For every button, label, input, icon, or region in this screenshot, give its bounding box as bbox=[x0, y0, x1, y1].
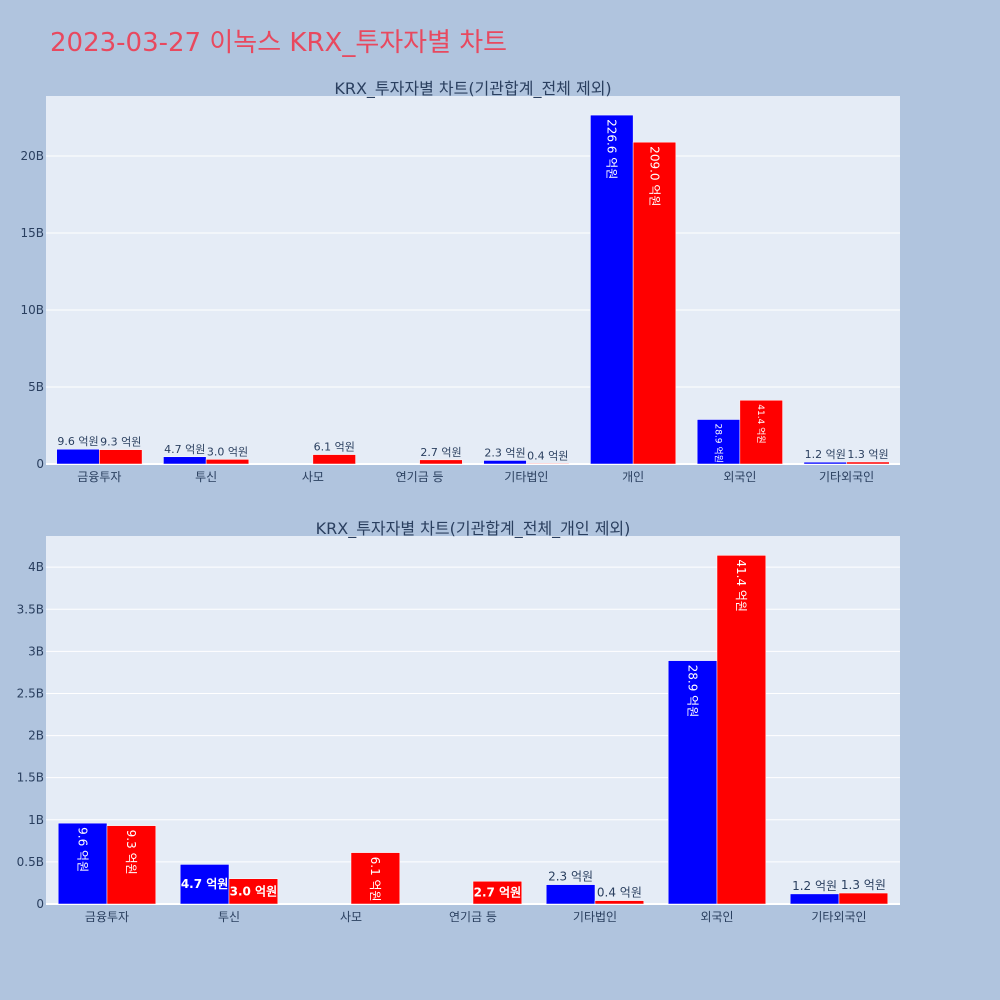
data-label: 9.3 억원 bbox=[124, 830, 138, 875]
page-title: 2023-03-27 이녹스 KRX_투자자별 차트 bbox=[50, 28, 508, 58]
data-label: 9.6 억원 bbox=[57, 435, 98, 448]
bar bbox=[57, 822, 108, 905]
y-tick-label: 3.5B bbox=[17, 602, 44, 616]
data-label: 6.1 억원 bbox=[314, 441, 355, 454]
data-label: 1.2 억원 bbox=[805, 448, 846, 461]
x-tick-label: 개인 bbox=[622, 470, 644, 484]
bar bbox=[228, 878, 279, 905]
bar bbox=[350, 852, 401, 905]
bar bbox=[472, 881, 523, 905]
y-tick-label: 2B bbox=[28, 729, 44, 743]
data-label: 6.1 억원 bbox=[368, 857, 382, 902]
bar bbox=[106, 825, 157, 905]
data-label: 2.3 억원 bbox=[548, 870, 593, 884]
y-tick-label: 3B bbox=[28, 644, 44, 658]
data-label: 1.3 억원 bbox=[847, 448, 888, 461]
bar bbox=[716, 555, 767, 905]
bar bbox=[590, 114, 634, 465]
bar bbox=[419, 459, 463, 465]
x-tick-label: 연기금 등 bbox=[396, 470, 444, 484]
bar bbox=[205, 459, 250, 465]
bar bbox=[545, 884, 596, 905]
y-tick-label: 15B bbox=[20, 226, 44, 240]
bar bbox=[846, 461, 890, 465]
x-tick-label: 사모 bbox=[302, 470, 324, 484]
chart-top: 0 5B 10B 15B 20B KRX_투자자별 차트(기관합계_전체 제외) 금융투자 9… bbox=[20, 79, 900, 484]
y-tick-label: 0.5B bbox=[17, 855, 44, 869]
y-tick-label: 0 bbox=[36, 457, 44, 471]
bar bbox=[789, 893, 840, 905]
bar bbox=[696, 419, 741, 465]
bar bbox=[483, 460, 527, 465]
x-tick-label: 기타외국인 bbox=[819, 470, 874, 484]
bar bbox=[312, 454, 356, 465]
chart-title: KRX_투자자별 차트(기관합계_전체_개인 제외) bbox=[316, 519, 631, 539]
data-label: 3.0 억원 bbox=[207, 445, 248, 458]
bar bbox=[667, 660, 718, 905]
chart-bottom: 0 0.5B 1B 1.5B 2B 2.5B 3B 3.5B 4B KRX_투자자별 차트(기관합… bbox=[17, 519, 900, 924]
bar bbox=[594, 900, 645, 905]
chart-title: KRX_투자자별 차트(기관합계_전체 제외) bbox=[334, 79, 611, 99]
data-label: 1.3 억원 bbox=[841, 878, 886, 892]
x-tick-label: 연기금 등 bbox=[449, 910, 497, 924]
data-label: 2.7 억원 bbox=[474, 886, 522, 900]
x-tick-label: 금융투자 bbox=[85, 910, 129, 924]
data-label: 4.7 억원 bbox=[164, 443, 205, 456]
data-label: 41.4 억원 bbox=[734, 559, 748, 612]
y-tick-label: 10B bbox=[20, 303, 44, 317]
x-tick-label: 외국인 bbox=[700, 910, 733, 924]
data-label: 9.3 억원 bbox=[100, 436, 141, 449]
x-tick-label: 기타외국인 bbox=[811, 910, 866, 924]
data-label: 226.6 억원 bbox=[605, 119, 619, 179]
bar bbox=[803, 461, 847, 465]
y-tick-label: 1.5B bbox=[17, 771, 44, 785]
bar bbox=[99, 449, 143, 465]
x-tick-label: 외국인 bbox=[723, 470, 756, 484]
bar bbox=[56, 448, 100, 465]
plot-area bbox=[46, 536, 900, 904]
data-label: 0.4 억원 bbox=[527, 449, 568, 462]
bar bbox=[163, 456, 207, 465]
x-tick-label: 투신 bbox=[195, 470, 217, 484]
bar bbox=[739, 400, 783, 465]
data-label: 1.2 억원 bbox=[792, 879, 837, 893]
x-tick-label: 금융투자 bbox=[77, 470, 121, 484]
x-tick-label: 투신 bbox=[218, 910, 240, 924]
y-tick-label: 5B bbox=[28, 380, 44, 394]
data-label: 41.4 억원 bbox=[755, 404, 767, 443]
data-label: 209.0 억원 bbox=[647, 146, 661, 206]
y-tick-label: 1B bbox=[28, 813, 44, 827]
y-tick-label: 2.5B bbox=[17, 686, 44, 700]
data-label: 0.4 억원 bbox=[597, 886, 642, 900]
y-tick-label: 20B bbox=[20, 149, 44, 163]
y-tick-label: 0 bbox=[36, 897, 44, 911]
x-tick-label: 기타법인 bbox=[573, 910, 617, 924]
data-label: 2.3 억원 bbox=[484, 446, 525, 459]
x-tick-label: 기타법인 bbox=[504, 470, 548, 484]
bar bbox=[632, 141, 677, 465]
data-label: 28.9 억원 bbox=[712, 424, 724, 463]
data-label: 28.9 억원 bbox=[685, 665, 699, 718]
bar bbox=[526, 463, 570, 465]
data-label: 9.6 억원 bbox=[75, 827, 89, 872]
data-label: 2.7 억원 bbox=[420, 446, 461, 459]
data-label: 3.0 억원 bbox=[230, 884, 278, 898]
y-tick-label: 4B bbox=[28, 560, 44, 574]
bar bbox=[838, 892, 889, 905]
data-label: 4.7 억원 bbox=[181, 877, 229, 891]
x-tick-label: 사모 bbox=[340, 910, 362, 924]
